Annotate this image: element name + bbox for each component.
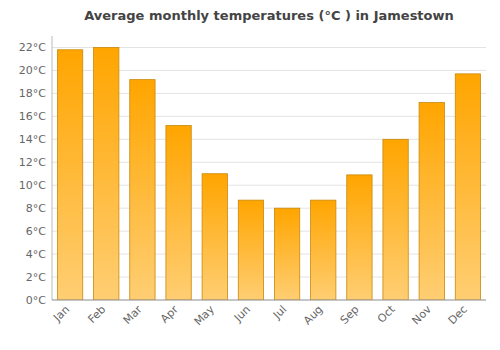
bar (274, 208, 299, 300)
y-tick-label: 6°C (26, 225, 46, 238)
bar (347, 175, 372, 300)
y-tick-label: 4°C (26, 248, 46, 261)
y-axis-line (52, 36, 53, 300)
y-tick-label: 16°C (19, 110, 46, 123)
y-tick-label: 12°C (19, 156, 46, 169)
bar (130, 80, 155, 300)
x-tick-label: Nov (409, 303, 434, 328)
x-tick-label: Oct (375, 302, 398, 325)
chart-container: Average monthly temperatures (°C ) in Ja… (0, 0, 500, 350)
bar (57, 50, 82, 300)
bar (419, 103, 444, 300)
bar (383, 139, 408, 300)
y-tick-label: 0°C (26, 294, 46, 307)
y-tick-label: 2°C (26, 271, 46, 284)
x-axis-line (52, 300, 486, 301)
y-tick-label: 20°C (19, 64, 46, 77)
chart-svg: Average monthly temperatures (°C ) in Ja… (0, 0, 500, 350)
bar (311, 200, 336, 300)
x-tick-label: Jan (50, 303, 72, 325)
y-tick-label: 18°C (19, 87, 46, 100)
x-tick-label: Feb (85, 303, 108, 326)
y-tick-label: 14°C (19, 133, 46, 146)
title: Average monthly temperatures (°C ) in Ja… (84, 8, 454, 23)
y-tick-label: 10°C (19, 179, 46, 192)
bar (238, 200, 263, 300)
bar (94, 47, 119, 300)
y-axis: 0°C 2°C 4°C 6°C 8°C 10°C 12°C 14°C 16°C 18°C 20°C 2… (19, 36, 52, 307)
x-tick-label: May (192, 303, 218, 329)
bar (455, 74, 480, 300)
x-tick-label: Dec (446, 303, 470, 327)
bar (166, 126, 191, 300)
bars (57, 47, 480, 300)
x-tick-label: Sep (338, 303, 362, 327)
bar (202, 174, 227, 300)
x-tick-label: Jun (231, 303, 253, 325)
x-tick-label: Apr (158, 303, 181, 326)
y-tick-label: 8°C (26, 202, 46, 215)
x-tick-label: Mar (121, 303, 145, 327)
grid-line (52, 300, 486, 301)
grid (52, 47, 486, 300)
y-tick-label: 22°C (19, 41, 46, 54)
x-tick-label: Aug (301, 303, 325, 327)
x-tick-label: Jul (270, 303, 289, 322)
x-axis: Jan Feb Mar Apr May Jun Jul Aug Sep Oct Nov Dec (50, 300, 486, 328)
